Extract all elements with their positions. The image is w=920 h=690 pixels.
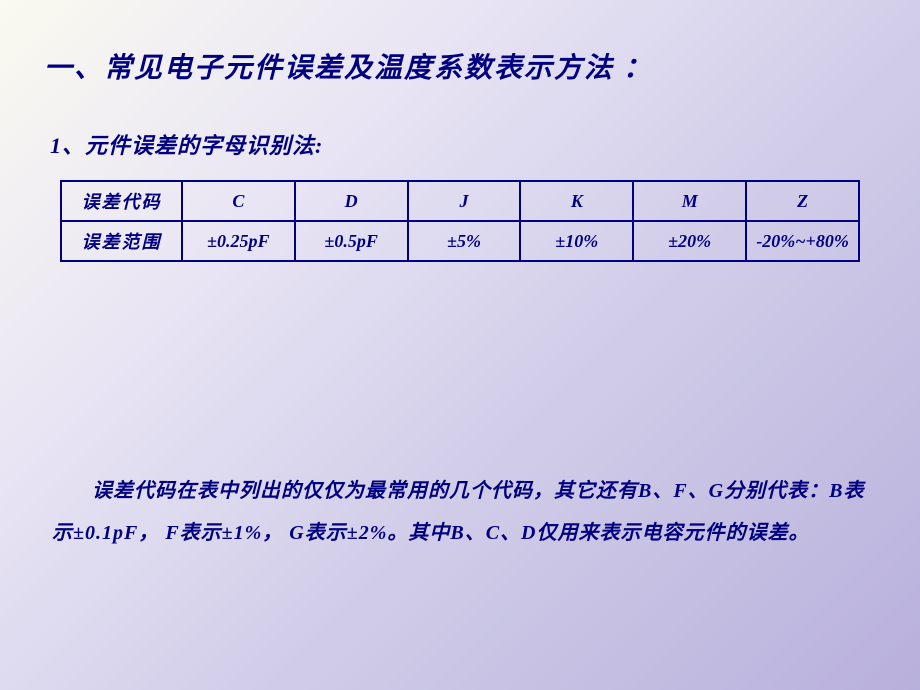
row-header-code: 误差代码: [61, 181, 182, 221]
table-row: 误差范围 ±0.25pF ±0.5pF ±5% ±10% ±20% -20%~+…: [61, 221, 859, 261]
code-cell: M: [633, 181, 746, 221]
tolerance-table: 误差代码 C D J K M Z 误差范围 ±0.25pF ±0.5pF ±5%…: [60, 180, 860, 262]
range-cell: ±20%: [633, 221, 746, 261]
range-cell: ±10%: [520, 221, 633, 261]
code-cell: D: [295, 181, 408, 221]
code-cell: J: [408, 181, 521, 221]
tolerance-table-container: 误差代码 C D J K M Z 误差范围 ±0.25pF ±0.5pF ±5%…: [60, 180, 860, 262]
section-title: 一、常见电子元件误差及温度系数表示方法 ：: [44, 46, 653, 86]
row-header-range: 误差范围: [61, 221, 182, 261]
range-cell: ±5%: [408, 221, 521, 261]
code-cell: C: [182, 181, 295, 221]
subsection-title: 1、元件误差的字母识别法:: [50, 128, 323, 160]
range-cell: ±0.5pF: [295, 221, 408, 261]
explanation-paragraph: 误差代码在表中列出的仅仅为最常用的几个代码，其它还有B、F、G分别代表：B表示±…: [52, 470, 872, 554]
code-cell: Z: [746, 181, 859, 221]
range-cell: ±0.25pF: [182, 221, 295, 261]
range-cell: -20%~+80%: [746, 221, 859, 261]
table-row: 误差代码 C D J K M Z: [61, 181, 859, 221]
code-cell: K: [520, 181, 633, 221]
